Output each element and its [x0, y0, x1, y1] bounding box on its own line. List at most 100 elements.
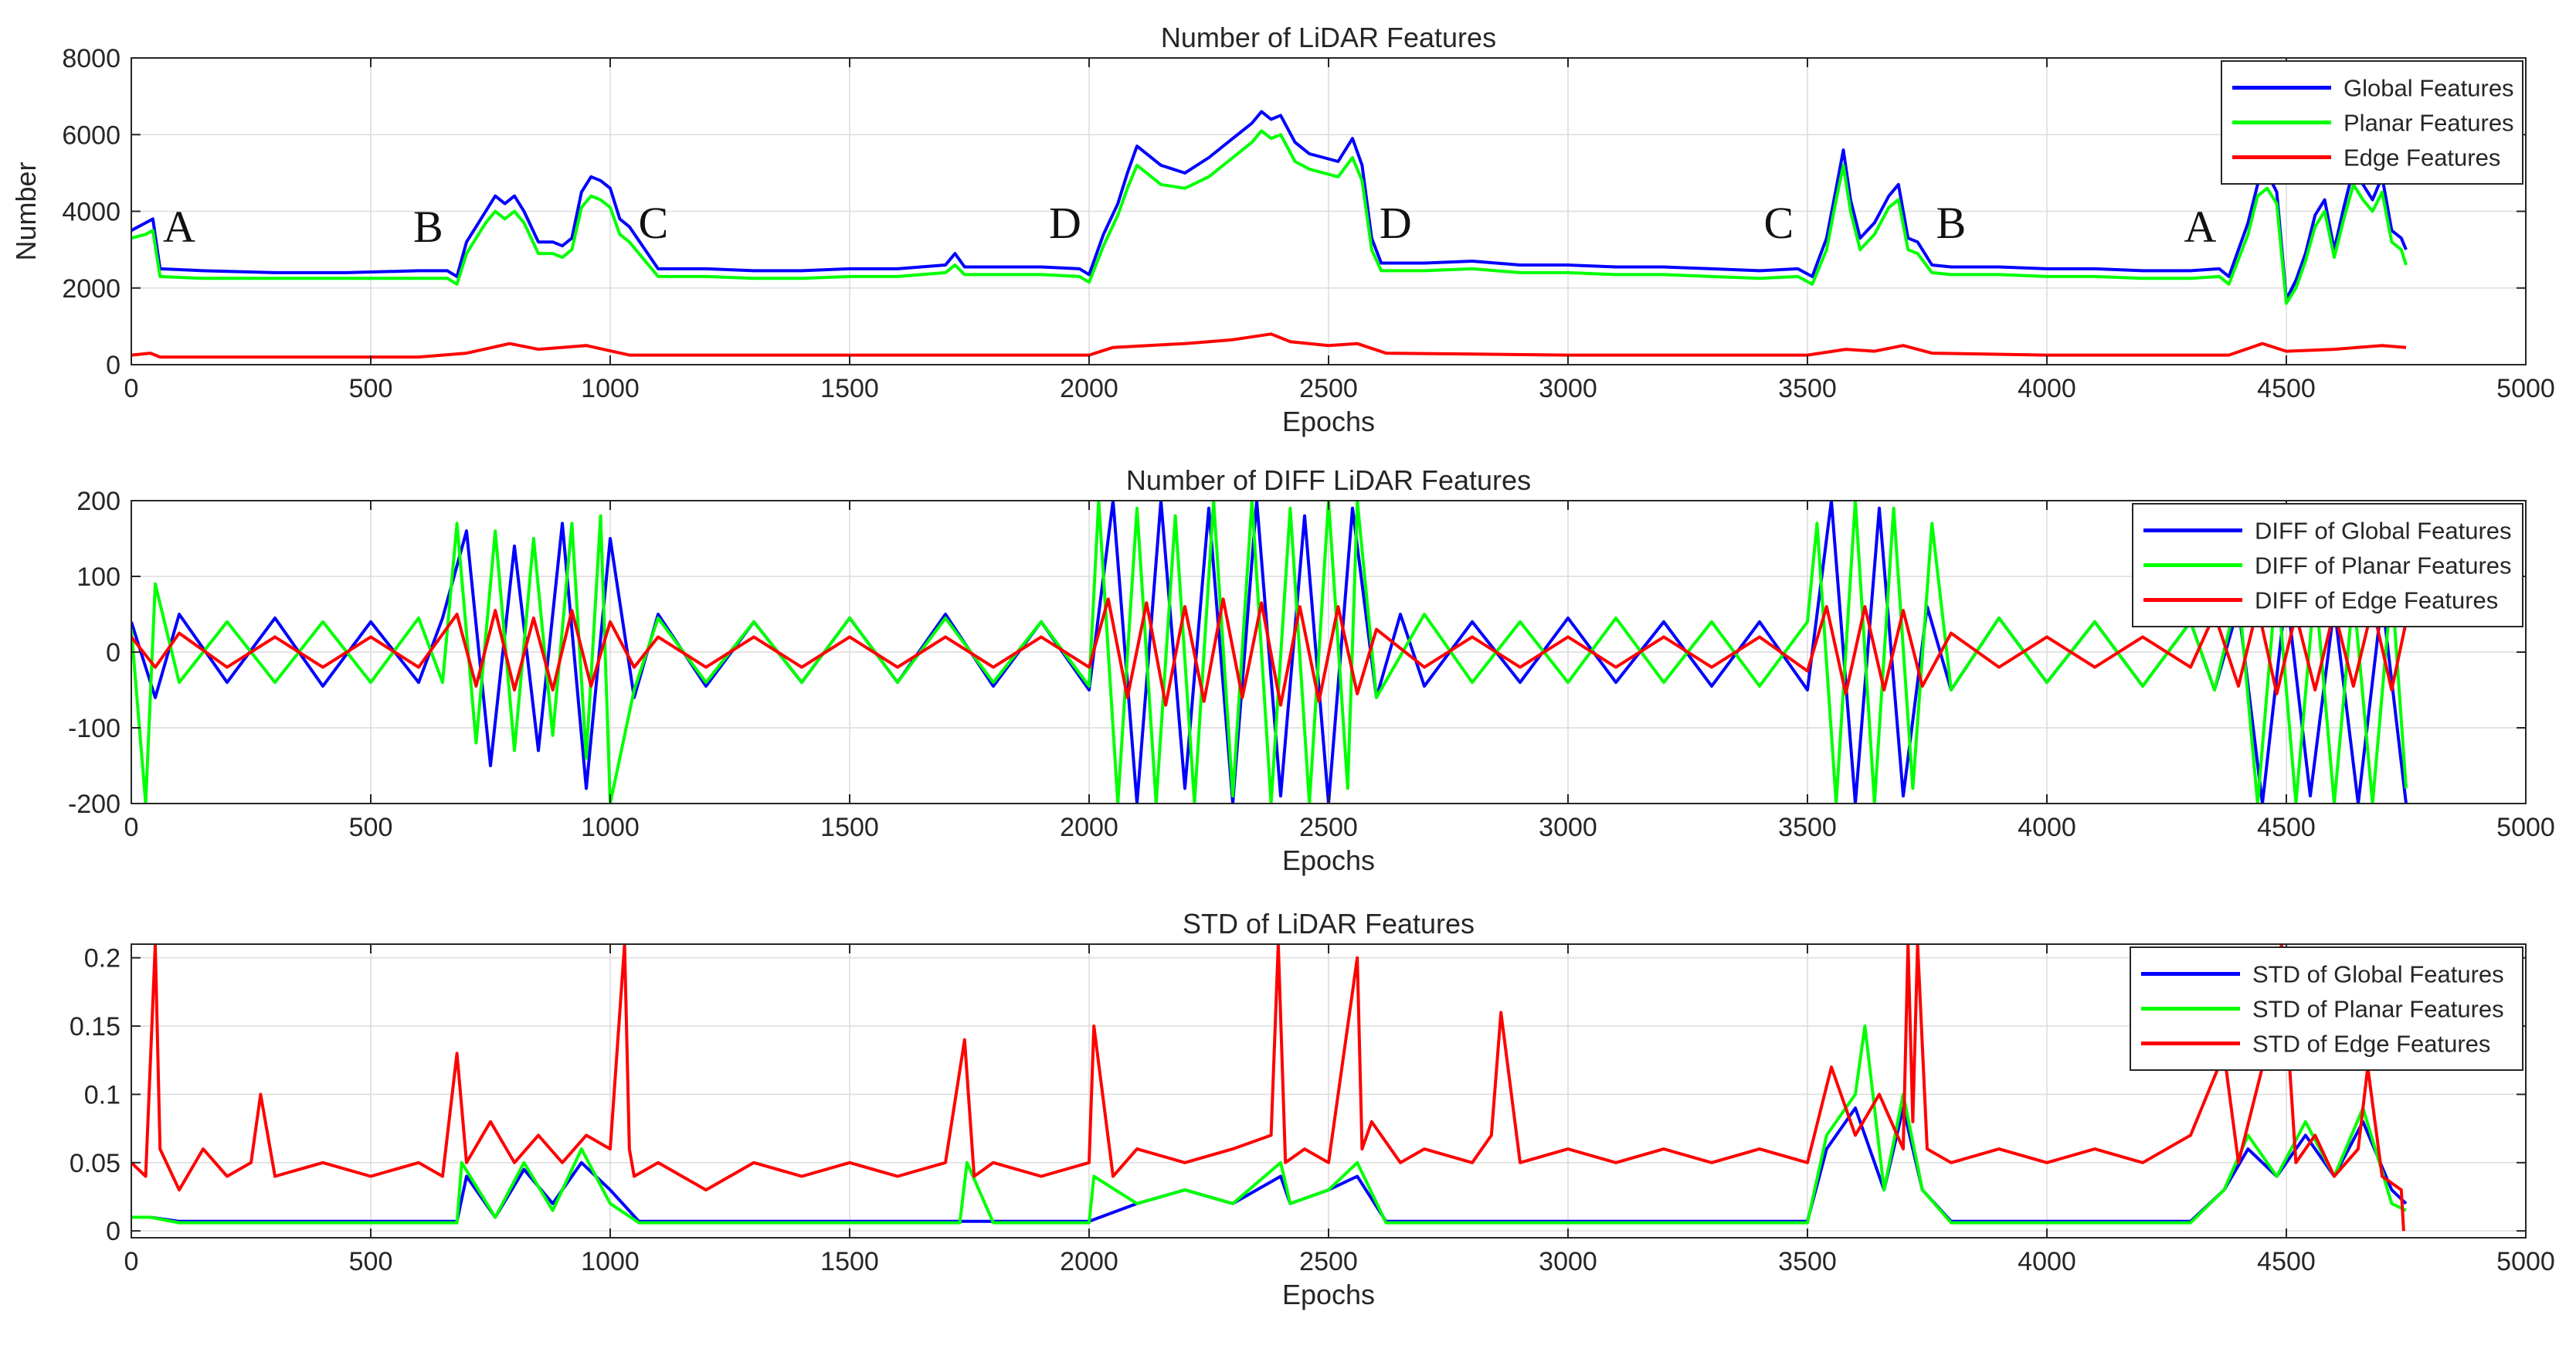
annotation-label: C — [1763, 198, 1794, 248]
annotation-label: B — [1936, 198, 1967, 248]
x-tick-label: 2500 — [1299, 374, 1358, 403]
chart-2: 0 500 1000 1500 2000 2500 3000 3500 4000 4500 5000… — [68, 464, 2555, 876]
y-tick-label: -200 — [68, 790, 120, 819]
x-tick-label: 4500 — [2257, 813, 2316, 842]
series-line-global-features — [131, 110, 2408, 301]
x-tick-label: 500 — [349, 1247, 393, 1276]
y-tick-label: 8000 — [62, 44, 120, 73]
x-tick-label: 2000 — [1060, 1247, 1118, 1276]
x-tick-label: 4500 — [2257, 1247, 2316, 1276]
legend-item: Global Features — [2232, 75, 2514, 102]
ticks — [131, 500, 2527, 804]
annotation-label: D — [1049, 198, 1081, 248]
annotation-label: A — [2184, 202, 2216, 252]
legend: Global Features Planar Features Edge Featu… — [2221, 60, 2523, 185]
series-line-planar-features — [131, 129, 2408, 305]
annotation-label: D — [1380, 198, 1412, 248]
x-tick-label: 3500 — [1778, 1247, 1837, 1276]
legend-item: Edge Features — [2232, 144, 2500, 172]
annotation-label: A — [163, 202, 195, 252]
y-tick-label: -100 — [68, 714, 120, 743]
x-tick-label: 1500 — [820, 1247, 879, 1276]
chart-title: Number of DIFF LiDAR Features — [1126, 464, 1531, 496]
series-group — [131, 944, 2408, 1232]
legend-item: Planar Features — [2232, 110, 2514, 137]
y-tick-label: 200 — [76, 487, 120, 516]
x-tick-label: 3000 — [1539, 813, 1597, 842]
x-tick-label: 1500 — [820, 374, 879, 403]
legend-label: DIFF of Global Features — [2255, 518, 2512, 545]
legend: DIFF of Global Features DIFF of Planar Fe… — [2132, 503, 2523, 627]
x-tick-label: 4000 — [2018, 813, 2076, 842]
x-tick-label: 0 — [124, 813, 139, 842]
chart-title: STD of LiDAR Features — [1183, 908, 1475, 940]
y-tick-label: 0 — [106, 351, 120, 380]
legend-label: STD of Planar Features — [2252, 996, 2504, 1023]
legend-label: DIFF of Edge Features — [2255, 587, 2498, 614]
x-tick-label: 1000 — [581, 1247, 640, 1276]
ticks — [131, 57, 2527, 365]
y-tick-label: 6000 — [62, 121, 120, 150]
annotation-label: C — [638, 198, 668, 248]
y-tick-label: 0.1 — [84, 1080, 120, 1109]
chart-title: Number of LiDAR Features — [1161, 22, 1496, 53]
x-tick-label: 1000 — [581, 374, 640, 403]
legend-item: STD of Planar Features — [2141, 996, 2504, 1023]
y-tick-label: 0.15 — [70, 1012, 120, 1041]
series-line-edge-features — [131, 332, 2407, 359]
x-tick-label: 0 — [124, 374, 139, 403]
x-tick-label: 500 — [349, 813, 393, 842]
chart-3: 0 500 1000 1500 2000 2500 3000 3500 4000 4500 5000… — [70, 908, 2555, 1310]
y-tick-label: 0 — [106, 1217, 120, 1246]
x-tick-label: 2500 — [1299, 813, 1358, 842]
legend-label: STD of Global Features — [2252, 961, 2504, 988]
legend-item: DIFF of Global Features — [2143, 518, 2512, 545]
y-tick-label: 0 — [106, 638, 120, 668]
x-tick-label: 5000 — [2496, 813, 2555, 842]
x-tick-label: 3500 — [1778, 374, 1837, 403]
x-tick-label: 4000 — [2018, 1247, 2076, 1276]
x-tick-label: 3000 — [1539, 1247, 1597, 1276]
x-axis-label: Epochs — [1282, 844, 1375, 876]
legend-label: Edge Features — [2344, 144, 2500, 172]
x-tick-label: 4000 — [2018, 374, 2076, 403]
x-tick-label: 4500 — [2257, 374, 2316, 403]
annotation-label: B — [413, 202, 443, 252]
x-axis-label: Epochs — [1282, 406, 1375, 437]
y-tick-label: 0.2 — [84, 944, 120, 974]
legend-item: STD of Edge Features — [2141, 1031, 2490, 1058]
y-tick-label: 100 — [76, 562, 120, 592]
x-tick-label: 1000 — [581, 813, 640, 842]
legend-item: STD of Global Features — [2141, 961, 2504, 988]
x-tick-label: 1500 — [820, 813, 879, 842]
x-tick-label: 3000 — [1539, 374, 1597, 403]
legend-item: DIFF of Edge Features — [2143, 587, 2498, 614]
x-tick-label: 500 — [349, 374, 393, 403]
x-tick-label: 2000 — [1060, 374, 1118, 403]
x-tick-label: 2500 — [1299, 1247, 1358, 1276]
legend-label: Planar Features — [2344, 110, 2514, 137]
chart-1: 0 500 1000 1500 2000 2500 3000 3500 4000 4500 5000… — [10, 22, 2555, 437]
legend-label: Global Features — [2344, 75, 2514, 102]
x-tick-label: 5000 — [2496, 1247, 2555, 1276]
series-line-diff-of-edge-features — [131, 597, 2408, 707]
series-group — [131, 110, 2408, 359]
x-tick-label: 0 — [124, 1247, 139, 1276]
legend: STD of Global Features STD of Planar Feat… — [2130, 946, 2523, 1071]
x-axis-label: Epochs — [1282, 1279, 1375, 1310]
legend-label: STD of Edge Features — [2252, 1031, 2490, 1058]
y-tick-label: 2000 — [62, 274, 120, 304]
y-axis-label: Number — [10, 161, 42, 260]
series-line-diff-of-planar-features — [131, 501, 2408, 804]
x-tick-label: 2000 — [1060, 813, 1118, 842]
grid — [131, 944, 2527, 1238]
series-line-std-of-planar-features — [131, 1024, 2407, 1225]
series-group — [131, 501, 2408, 804]
legend-item: DIFF of Planar Features — [2143, 552, 2512, 579]
x-tick-label: 5000 — [2496, 374, 2555, 403]
legend-label: DIFF of Planar Features — [2255, 552, 2512, 579]
series-line-std-of-edge-features — [131, 944, 2405, 1232]
y-tick-label: 0.05 — [70, 1149, 120, 1178]
x-tick-label: 3500 — [1778, 813, 1837, 842]
